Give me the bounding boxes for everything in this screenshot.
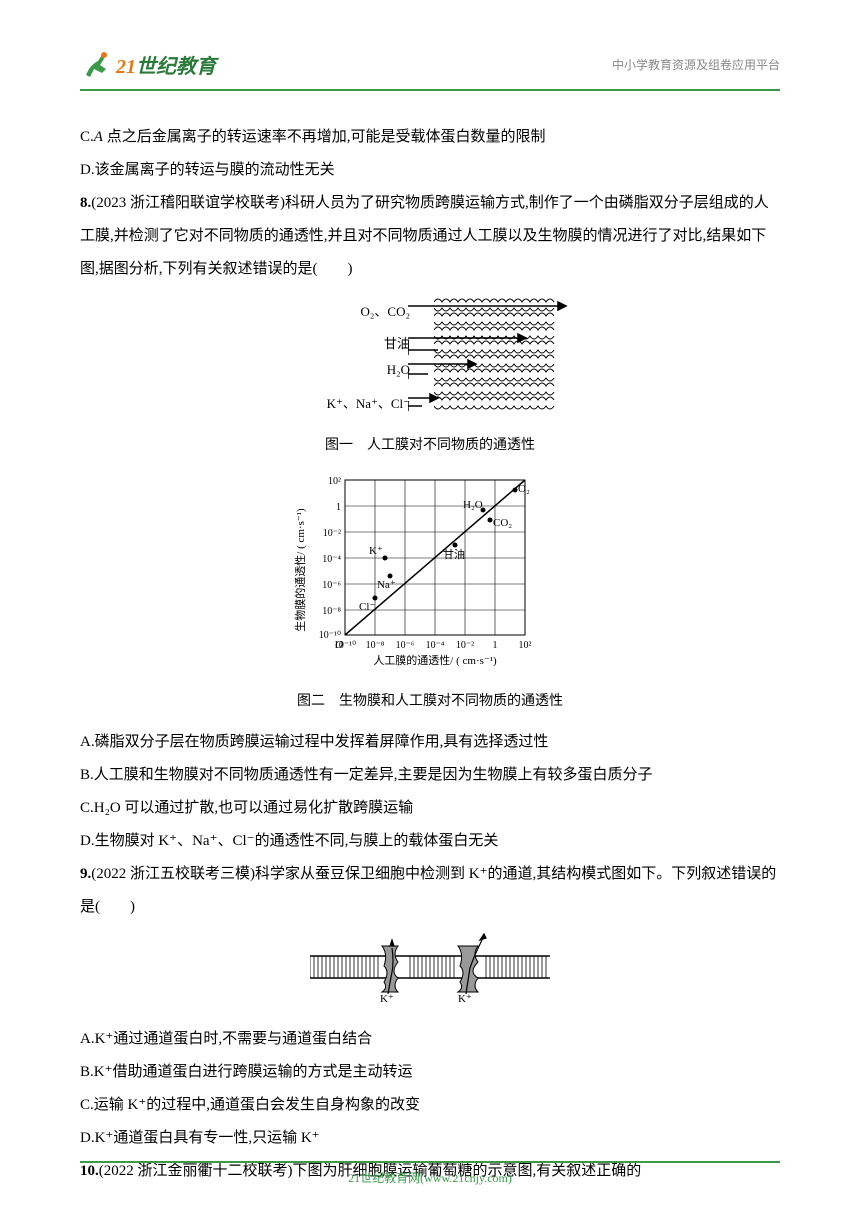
q8-option-d: D.生物膜对 K⁺、Na⁺、Cl⁻的通透性不同,与膜上的载体蛋白无关 <box>80 825 780 858</box>
svg-text:K⁺: K⁺ <box>458 993 472 1002</box>
question-9: 9.(2022 浙江五校联考三模)科学家从蚕豆保卫细胞中检测到 K⁺的通道,其结… <box>80 858 780 924</box>
page-header: 21世纪教育 中小学教育资源及组卷应用平台 <box>80 50 780 79</box>
q9-option-d: D.K⁺通道蛋白具有专一性,只运输 K⁺ <box>80 1122 780 1155</box>
svg-text:10⁻²: 10⁻² <box>323 528 341 539</box>
q8-option-c: C.H₂O 可以通过扩散,也可以通过易化扩散跨膜运输 <box>80 792 780 825</box>
header-divider <box>80 89 780 91</box>
svg-text:10⁻⁶: 10⁻⁶ <box>322 580 341 591</box>
svg-text:10²: 10² <box>519 640 532 651</box>
svg-text:生物膜的通透性/ ( cm·s⁻¹): 生物膜的通透性/ ( cm·s⁻¹) <box>293 508 307 632</box>
svg-text:人工膜的通透性/ ( cm·s⁻¹): 人工膜的通透性/ ( cm·s⁻¹) <box>373 653 497 667</box>
fig1-label-glycerol: 甘油 <box>300 330 410 359</box>
svg-text:Cl⁻: Cl⁻ <box>359 601 375 613</box>
svg-text:10⁻⁸: 10⁻⁸ <box>366 640 385 651</box>
q8-option-b: B.人工膜和生物膜对不同物质通透性有一定差异,主要是因为生物膜上有较多蛋白质分子 <box>80 759 780 792</box>
svg-text:O₂: O₂ <box>518 483 530 495</box>
svg-text:K⁺: K⁺ <box>380 993 394 1002</box>
svg-text:甘油: 甘油 <box>443 547 465 561</box>
svg-text:10⁻⁸: 10⁻⁸ <box>322 606 341 617</box>
figure-1-membrane: O₂、CO₂ 甘油 H₂O K⁺、Na⁺、Cl⁻ <box>300 294 560 414</box>
svg-text:10²: 10² <box>328 476 341 487</box>
svg-text:K⁺: K⁺ <box>369 545 383 557</box>
footer-divider <box>80 1161 780 1163</box>
option-c-line: C.A 点之后金属离子的转运速率不再增加,可能是受载体蛋白数量的限制 <box>80 121 780 154</box>
q8-option-a: A.磷脂双分子层在物质跨膜运输过程中发挥着屏障作用,具有选择透过性 <box>80 726 780 759</box>
svg-text:10⁻⁶: 10⁻⁶ <box>396 640 415 651</box>
logo-runner-icon <box>80 51 112 79</box>
q9-option-a: A.K⁺通过通道蛋白时,不需要与通道蛋白结合 <box>80 1023 780 1056</box>
figure-3-channel: K⁺ K⁺ <box>310 932 550 1002</box>
page-footer: 21世纪教育网(www.21cnjy.com) <box>0 1161 860 1186</box>
svg-text:10⁻²: 10⁻² <box>456 640 474 651</box>
q9-option-b: B.K⁺借助通道蛋白进行跨膜运输的方式是主动转运 <box>80 1056 780 1089</box>
logo-text: 21世纪教育 <box>116 50 216 79</box>
option-d-line: D.该金属离子的转运与膜的流动性无关 <box>80 154 780 187</box>
svg-text:CO₂: CO₂ <box>493 517 512 529</box>
svg-text:1: 1 <box>493 640 498 651</box>
figure-2-caption: 图二 生物膜和人工膜对不同物质的通透性 <box>80 687 780 718</box>
footer-text: 21世纪教育网(www.21cnjy.com) <box>0 1169 860 1186</box>
svg-text:1: 1 <box>336 502 341 513</box>
figure-2-block: O₂ H₂O CO₂ 甘油 K⁺ Na⁺ Cl⁻ 10² 1 10⁻² 10⁻⁴ 10⁻… <box>80 470 780 718</box>
fig1-label-h2o: H₂O <box>300 356 410 385</box>
figure-1-block: O₂、CO₂ 甘油 H₂O K⁺、Na⁺、Cl⁻ 图一 人工膜对不同物质的通透性 <box>80 294 780 462</box>
header-platform-text: 中小学教育资源及组卷应用平台 <box>612 56 780 73</box>
fig1-label-ions: K⁺、Na⁺、Cl⁻ <box>300 390 410 419</box>
q9-option-c: C.运输 K⁺的过程中,通道蛋白会发生自身构象的改变 <box>80 1089 780 1122</box>
document-content: C.A 点之后金属离子的转运速率不再增加,可能是受载体蛋白数量的限制 D.该金属… <box>80 121 780 1188</box>
figure-2-chart: O₂ H₂O CO₂ 甘油 K⁺ Na⁺ Cl⁻ 10² 1 10⁻² 10⁻⁴ 10⁻… <box>290 470 570 670</box>
svg-text:Na⁺: Na⁺ <box>377 579 396 591</box>
site-logo: 21世纪教育 <box>80 50 216 79</box>
svg-text:O: O <box>335 639 343 651</box>
figure-1-caption: 图一 人工膜对不同物质的通透性 <box>80 431 780 462</box>
fig1-label-o2co2: O₂、CO₂ <box>300 298 410 327</box>
figure-3-block: K⁺ K⁺ <box>80 932 780 1015</box>
svg-text:H₂O: H₂O <box>463 499 483 511</box>
question-8: 8.(2023 浙江稽阳联谊学校联考)科研人员为了研究物质跨膜运输方式,制作了一… <box>80 187 780 286</box>
svg-text:10⁻⁴: 10⁻⁴ <box>322 554 341 565</box>
svg-text:10⁻⁴: 10⁻⁴ <box>426 640 445 651</box>
